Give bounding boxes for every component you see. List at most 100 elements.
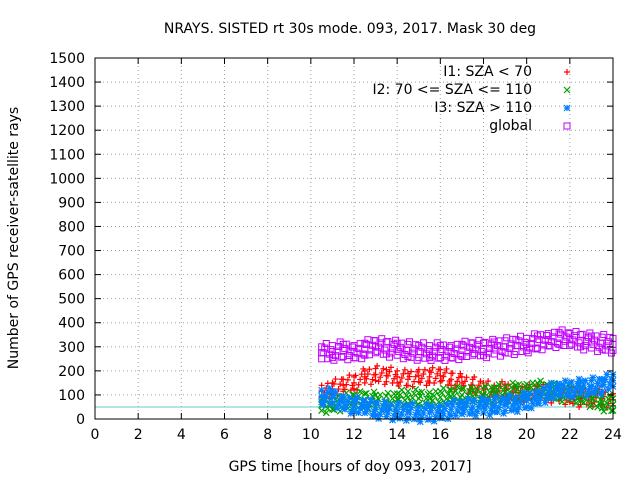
data-point <box>523 397 531 405</box>
band-marker <box>598 333 606 341</box>
band-marker <box>367 381 374 388</box>
band-marker <box>557 330 565 338</box>
band-marker <box>351 373 357 380</box>
band-marker <box>448 370 455 377</box>
band-marker <box>402 346 410 354</box>
legend-marker <box>563 86 571 94</box>
band-marker <box>587 401 595 408</box>
band-marker <box>382 350 390 358</box>
band-marker <box>490 384 498 392</box>
band-marker <box>404 370 411 377</box>
band-marker <box>462 378 468 385</box>
band-marker <box>497 399 504 407</box>
band-marker <box>418 413 426 421</box>
band-marker <box>426 403 433 411</box>
band-marker <box>480 339 487 347</box>
data-point <box>339 398 347 406</box>
band-marker <box>464 395 472 403</box>
band-marker <box>426 354 434 362</box>
band-marker <box>369 376 376 383</box>
band-marker <box>397 378 404 385</box>
band-marker <box>404 387 412 395</box>
band-marker <box>506 391 514 399</box>
band-marker <box>351 385 357 392</box>
grid <box>95 58 613 419</box>
band-marker <box>382 338 390 346</box>
band-marker <box>577 331 585 339</box>
band-marker <box>328 342 336 350</box>
band-marker <box>438 345 446 353</box>
band-marker <box>453 383 461 391</box>
band-marker <box>429 364 436 371</box>
band-marker <box>432 413 440 421</box>
band-marker <box>507 407 515 414</box>
x-tick-label: 14 <box>388 427 406 443</box>
series-3 <box>318 326 617 364</box>
band-marker <box>530 394 538 402</box>
band-marker <box>396 414 404 422</box>
band-marker <box>404 414 412 422</box>
band-marker <box>534 379 541 387</box>
data-point <box>361 373 368 380</box>
band-marker <box>388 364 394 371</box>
data-point <box>415 372 422 379</box>
band-marker <box>534 399 541 407</box>
band-marker <box>347 410 355 417</box>
band-marker <box>319 349 327 357</box>
band-marker <box>575 375 583 383</box>
band-marker <box>386 405 393 413</box>
band-marker <box>529 399 537 407</box>
band-marker <box>393 402 401 410</box>
band-marker <box>513 341 521 349</box>
band-marker <box>523 380 531 388</box>
band-marker <box>436 387 444 395</box>
band-marker <box>415 389 423 396</box>
band-marker <box>533 332 541 340</box>
data-point <box>501 389 509 396</box>
band-marker <box>533 344 541 352</box>
band-marker <box>480 385 487 393</box>
band-marker <box>461 404 469 412</box>
band-marker <box>433 408 441 416</box>
band-marker <box>395 348 403 356</box>
band-marker <box>329 379 336 386</box>
band-marker <box>480 409 487 417</box>
band-marker <box>544 342 552 350</box>
band-marker <box>598 345 606 353</box>
band-marker <box>432 375 439 382</box>
band-marker <box>495 404 503 411</box>
band-marker <box>597 390 605 398</box>
band-marker <box>450 396 458 404</box>
y-tick-label: 500 <box>58 292 85 308</box>
band-marker <box>498 394 506 402</box>
band-marker <box>526 389 534 397</box>
band-marker <box>361 367 368 374</box>
band-marker <box>504 396 512 404</box>
band-marker <box>391 375 398 382</box>
band-marker <box>458 410 466 418</box>
band-marker <box>455 402 463 410</box>
legend-label-i1: I1: SZA < 70 <box>443 64 532 80</box>
band-marker <box>426 367 433 374</box>
band-marker <box>458 352 466 360</box>
band-marker <box>358 371 365 378</box>
band-marker <box>572 384 580 392</box>
band-marker <box>367 396 375 403</box>
band-marker <box>339 392 347 400</box>
x-tick-label: 8 <box>263 427 272 443</box>
band-marker <box>383 378 390 385</box>
band-marker <box>382 392 390 400</box>
band-marker <box>469 409 477 417</box>
band-marker <box>549 394 557 402</box>
band-marker <box>335 386 342 393</box>
data-point <box>512 399 520 407</box>
band-marker <box>555 380 563 388</box>
band-marker <box>486 411 494 419</box>
band-marker <box>512 336 520 344</box>
legend-label-global: global <box>489 118 532 134</box>
band-marker <box>366 366 373 373</box>
band-marker <box>348 343 356 351</box>
band-marker <box>328 354 336 362</box>
band-marker <box>478 391 486 399</box>
band-marker <box>378 369 385 376</box>
